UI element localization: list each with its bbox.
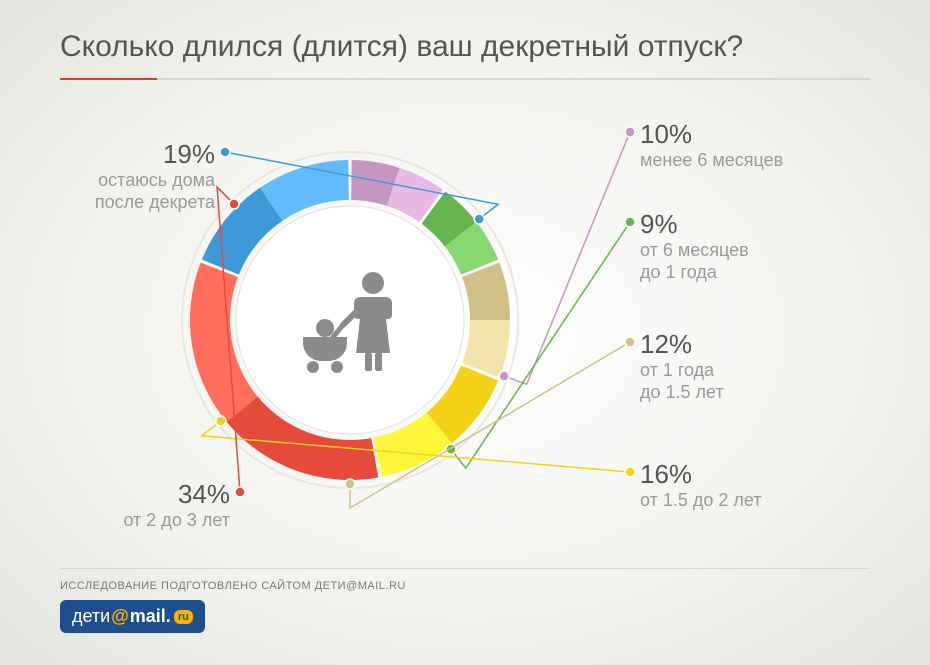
segment-label: 10%менее 6 месяцев bbox=[640, 120, 840, 171]
callout-line bbox=[504, 132, 630, 384]
callout-dot bbox=[220, 147, 230, 157]
logo-deti: дети bbox=[72, 606, 110, 627]
callout-dot bbox=[216, 416, 226, 426]
logo-at: @ bbox=[111, 606, 129, 627]
callout-dot bbox=[229, 199, 239, 209]
segment-label: 19%остаюсь дома после декрета bbox=[15, 140, 215, 214]
segment-label: 16%от 1.5 до 2 лет bbox=[640, 460, 840, 511]
bottom-rule bbox=[60, 568, 870, 569]
callout-dot bbox=[625, 467, 635, 477]
callout-dot bbox=[625, 337, 635, 347]
segment-label: 34%от 2 до 3 лет bbox=[30, 480, 230, 531]
segment-label: 9%от 6 месяцев до 1 года bbox=[640, 210, 840, 284]
callout-dot bbox=[499, 371, 509, 381]
callout-dot bbox=[474, 214, 484, 224]
segment-label: 12%от 1 года до 1.5 лет bbox=[640, 330, 840, 404]
logo-mail: mail. bbox=[130, 606, 171, 627]
credit-line: ИССЛЕДОВАНИЕ ПОДГОТОВЛЕНО САЙТОМ ДЕТИ@MA… bbox=[60, 580, 406, 592]
callout-dot bbox=[625, 127, 635, 137]
callout-dot bbox=[345, 479, 355, 489]
logo-ru: ru bbox=[174, 610, 193, 624]
callout-dot bbox=[625, 217, 635, 227]
callout-dot bbox=[235, 487, 245, 497]
site-logo: дети @ mail. ru bbox=[60, 600, 205, 633]
